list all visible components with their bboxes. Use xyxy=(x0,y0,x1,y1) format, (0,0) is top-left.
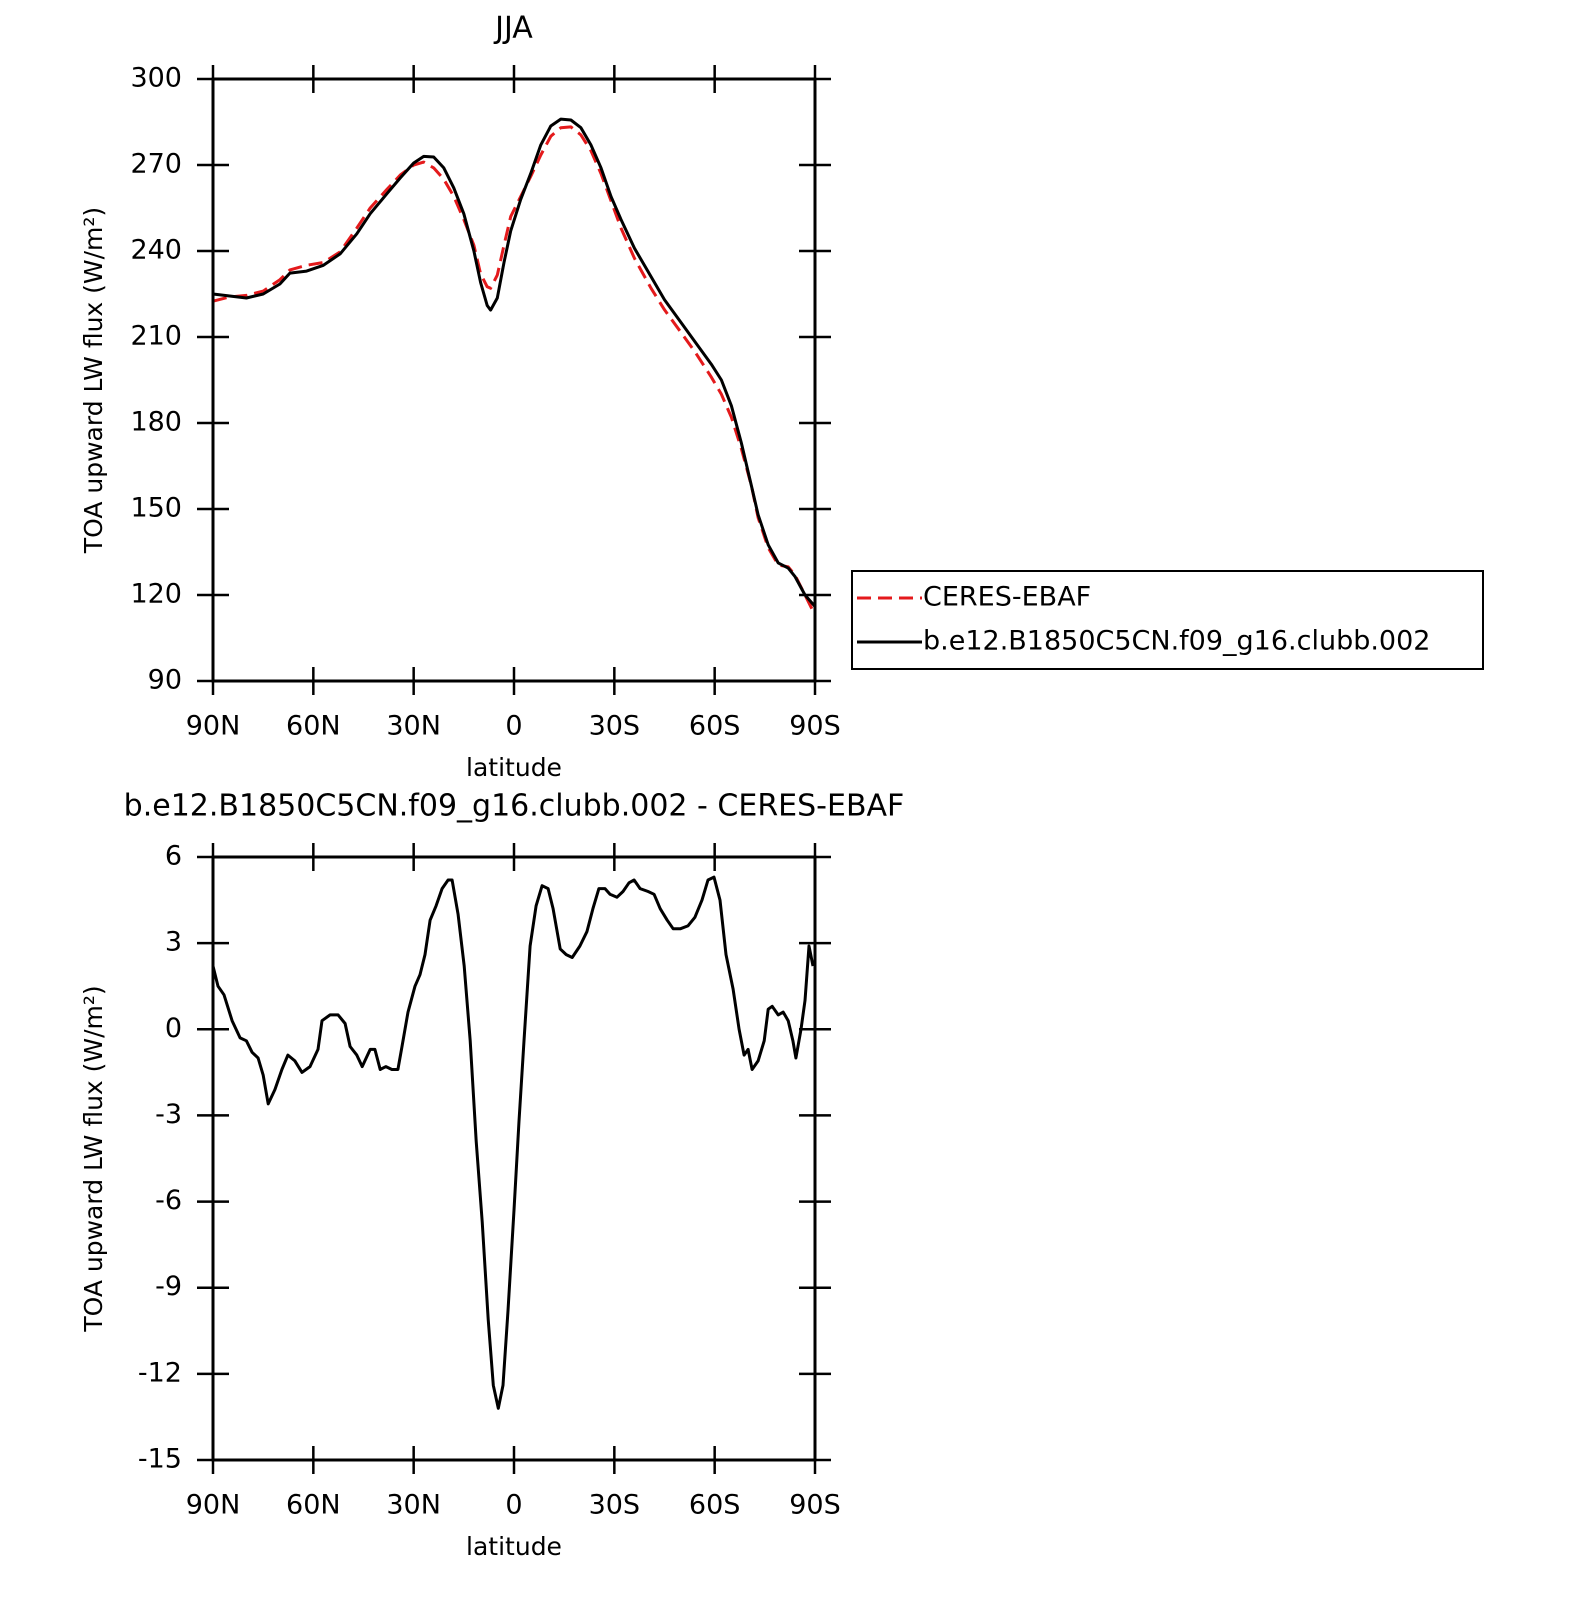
x-tick-label: 90N xyxy=(186,1490,241,1521)
y-axis-label: TOA upward LW flux (W/m²) xyxy=(79,207,108,554)
y-tick-label: 3 xyxy=(165,927,182,958)
x-tick-label: 90S xyxy=(789,1490,841,1521)
x-axis-label: latitude xyxy=(466,1532,562,1561)
y-tick-label: -3 xyxy=(155,1099,182,1130)
y-tick-label: 150 xyxy=(130,493,182,524)
data-line xyxy=(211,875,815,1410)
plot-frame xyxy=(211,77,817,683)
y-tick-label: 6 xyxy=(165,841,182,872)
legend-label: b.e12.B1850C5CN.f09_g16.clubb.002 xyxy=(923,626,1430,657)
y-tick-label: 180 xyxy=(130,407,182,438)
x-axis-label: latitude xyxy=(466,753,562,782)
y-tick-label: -6 xyxy=(155,1185,182,1216)
x-tick-label: 30S xyxy=(589,1490,641,1521)
x-tick-label: 30N xyxy=(386,711,441,742)
x-tick-label: 0 xyxy=(505,711,522,742)
x-tick-label: 30N xyxy=(386,1490,441,1521)
x-tick-label: 60N xyxy=(286,1490,341,1521)
x-tick-label: 60S xyxy=(689,1490,741,1521)
y-tick-label: 0 xyxy=(165,1013,182,1044)
x-tick-label: 60S xyxy=(689,711,741,742)
x-tick-label: 30S xyxy=(589,711,641,742)
y-axis-label: TOA upward LW flux (W/m²) xyxy=(79,985,108,1332)
x-tick-label: 0 xyxy=(505,1490,522,1521)
y-tick-label: 270 xyxy=(130,149,182,180)
x-tick-label: 60N xyxy=(286,711,341,742)
chart-title: JJA xyxy=(493,11,533,46)
data-line xyxy=(212,125,817,616)
legend-box xyxy=(851,570,1484,670)
legend-label: CERES-EBAF xyxy=(923,582,1091,613)
y-tick-label: -15 xyxy=(138,1444,182,1475)
y-tick-label: -12 xyxy=(138,1357,182,1388)
chart-title: b.e12.B1850C5CN.f09_g16.clubb.002 - CERE… xyxy=(124,789,905,824)
y-tick-label: 90 xyxy=(148,665,182,696)
y-tick-label: 210 xyxy=(130,321,182,352)
y-tick-label: 240 xyxy=(130,235,182,266)
x-tick-label: 90N xyxy=(186,711,241,742)
x-tick-label: 90S xyxy=(789,711,841,742)
plot-frame xyxy=(211,855,817,1462)
y-tick-label: 120 xyxy=(130,579,182,610)
y-tick-label: -9 xyxy=(155,1271,182,1302)
data-line xyxy=(212,117,817,608)
y-tick-label: 300 xyxy=(130,63,182,94)
